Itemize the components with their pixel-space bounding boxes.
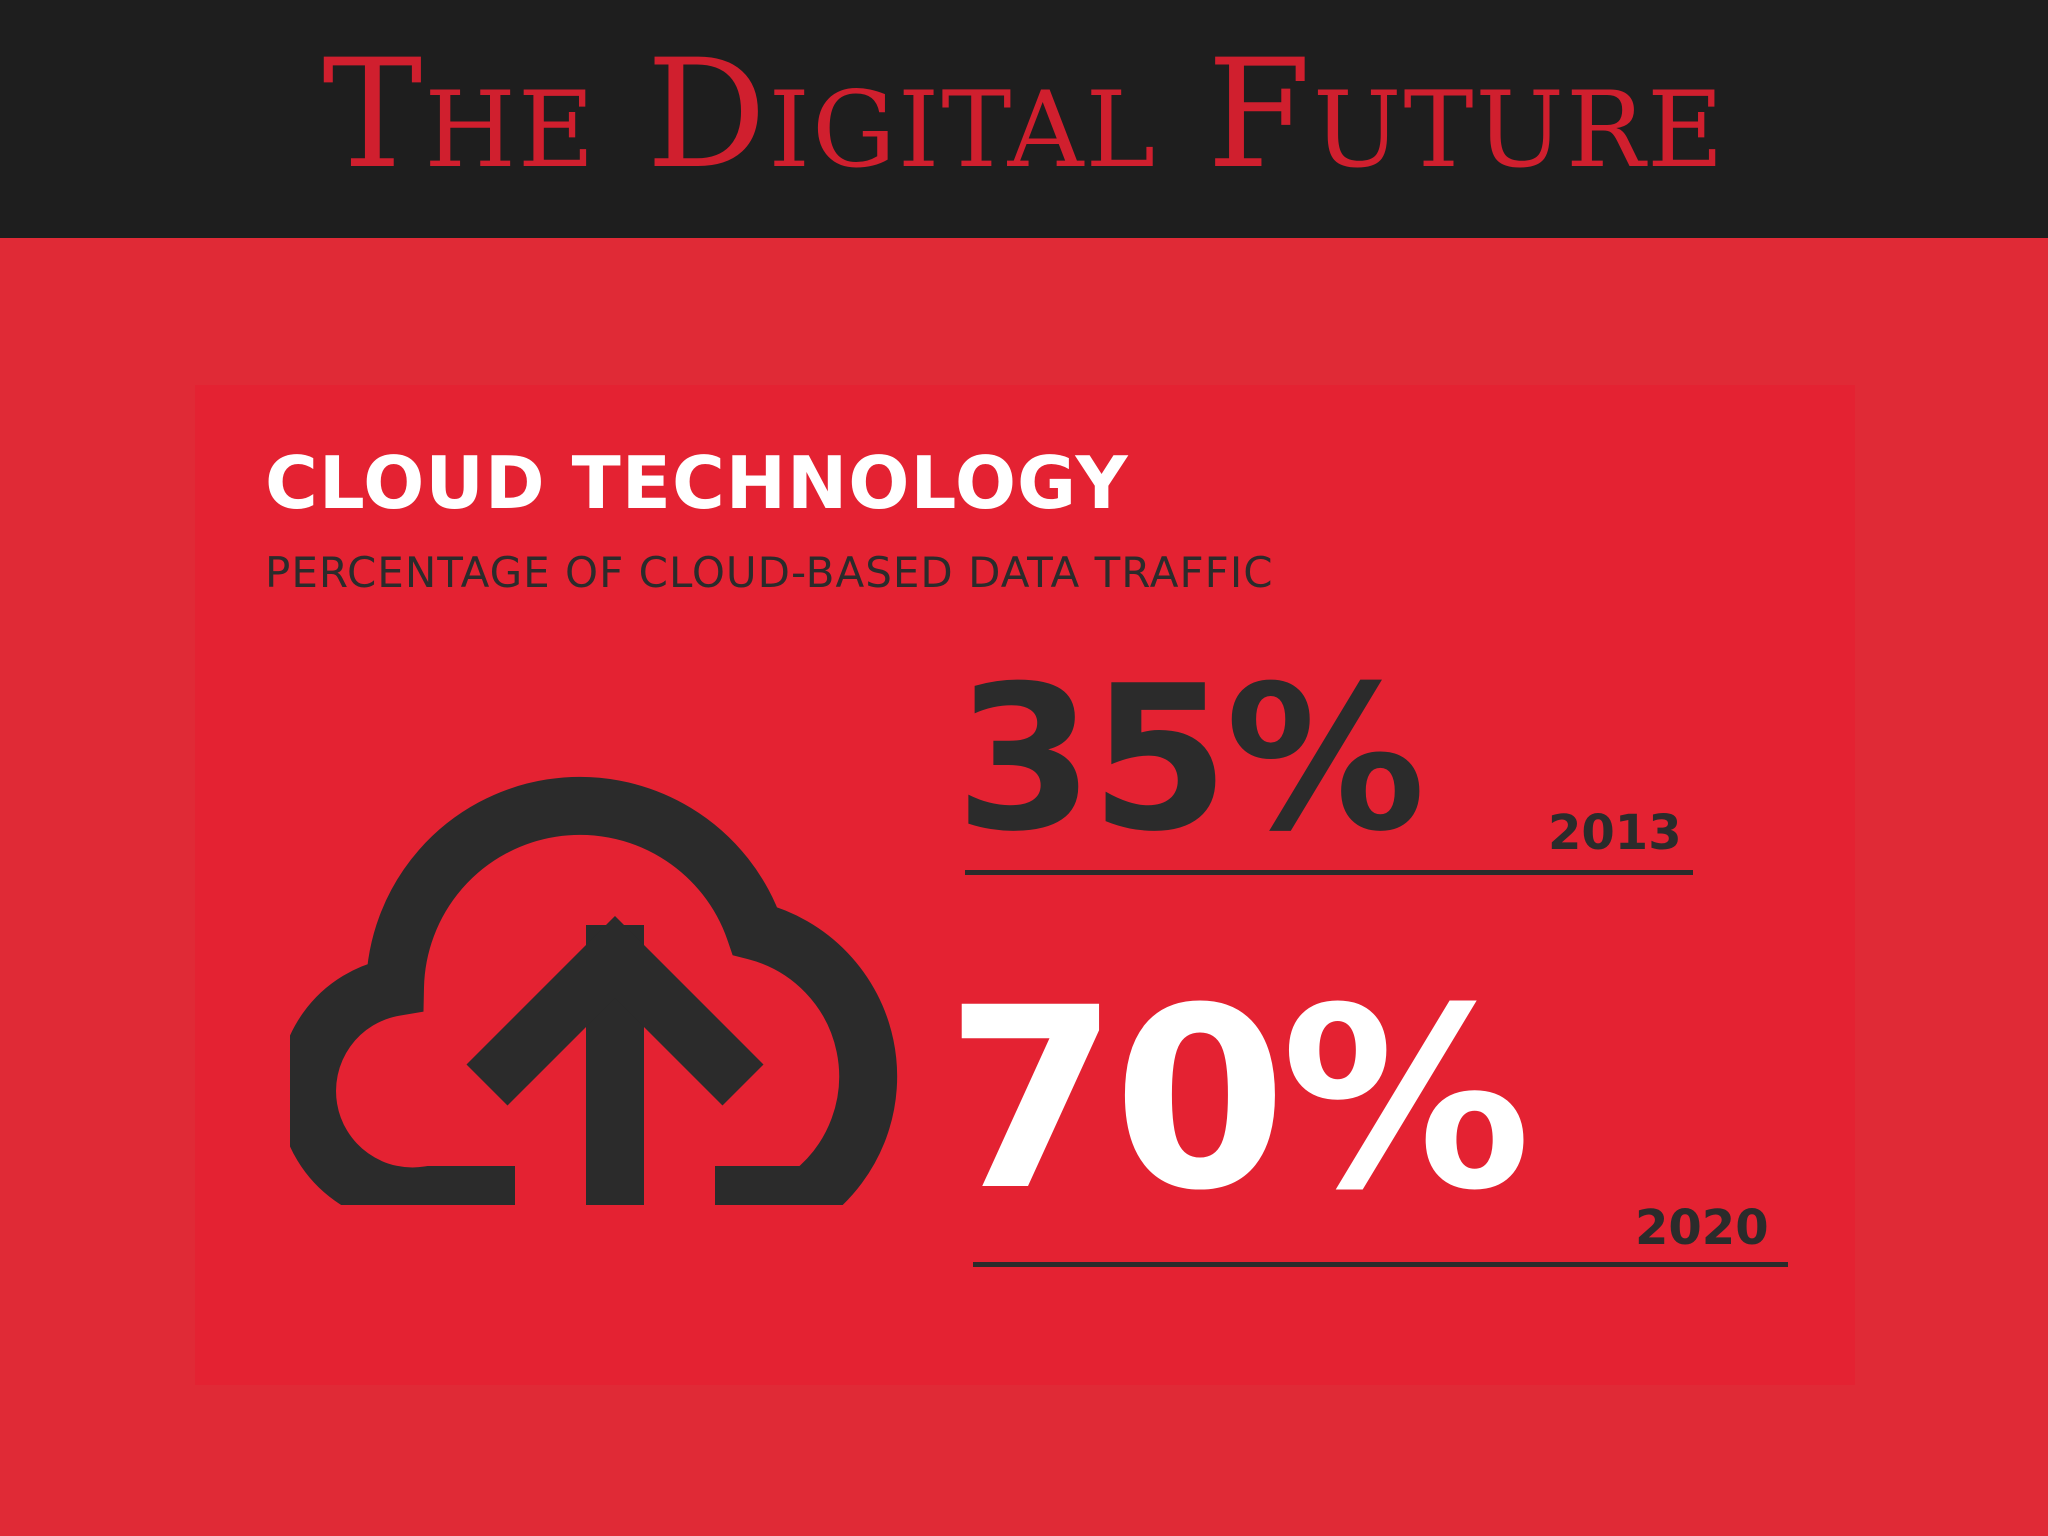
banner-title: The Digital Future xyxy=(322,28,1726,202)
stat-value-2020: 70% xyxy=(945,954,1531,1245)
infographic-panel xyxy=(195,385,1855,1385)
infographic-subtitle: PERCENTAGE OF CLOUD-BASED DATA TRAFFIC xyxy=(265,548,1274,597)
cloud-upload-icon xyxy=(290,776,898,1205)
stat-value-2013: 35% xyxy=(955,643,1426,876)
infographic-title: CLOUD TECHNOLOGY xyxy=(265,441,1129,525)
stat-year-2020: 2020 xyxy=(1635,1200,1769,1256)
stat-year-2013: 2013 xyxy=(1548,805,1682,861)
top-banner: The Digital Future xyxy=(0,0,2048,238)
divider-2013 xyxy=(965,870,1693,875)
divider-2020 xyxy=(973,1262,1788,1267)
